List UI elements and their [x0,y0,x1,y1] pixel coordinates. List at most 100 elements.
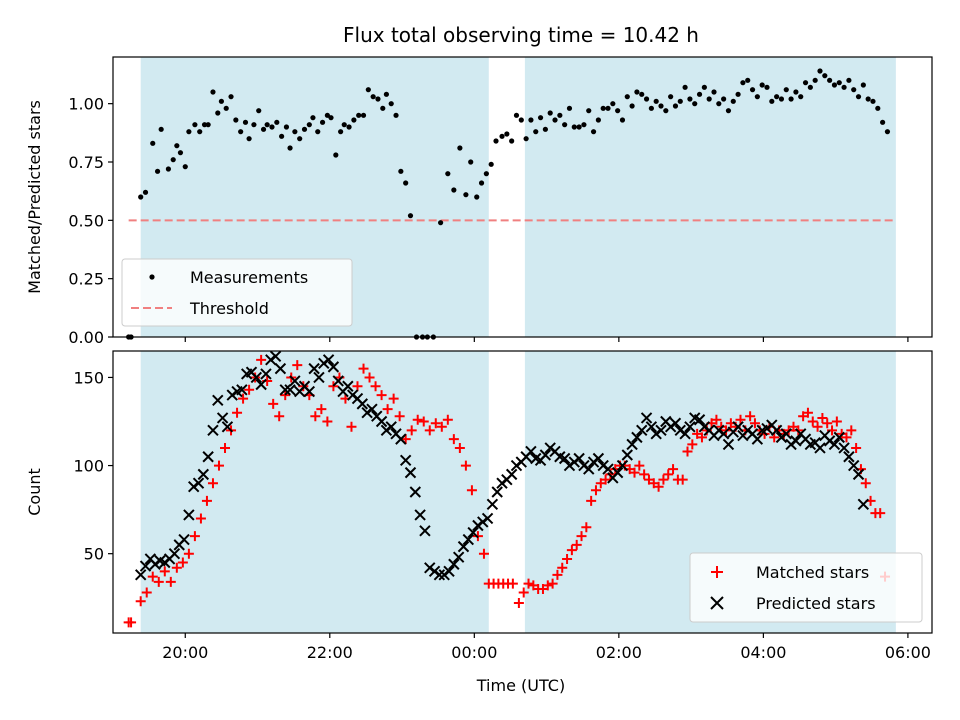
predicted-star-point [332,375,344,387]
ratio-legend: Measurements Threshold [121,258,353,327]
measurement-point [407,213,414,219]
measurement-point [547,110,553,116]
measurement-point [310,115,316,121]
measurement-point [451,187,457,193]
measurement-point [764,84,770,90]
measurement-point [769,98,775,104]
matched-star-point [677,474,688,485]
measurement-point [246,136,252,142]
count-y-axis-label: Count [25,468,44,516]
measurement-point [233,117,239,123]
measurement-point [177,150,184,156]
observing-span [140,351,489,633]
measurement-point [677,98,683,104]
measurement-point [672,103,679,109]
measurement-point [841,84,847,90]
measurement-point [445,171,451,177]
measurement-point [315,129,321,135]
predicted-star-point [313,371,325,384]
predicted-star-point [486,498,499,511]
measurement-point [624,94,630,100]
matched-star-point [860,478,871,489]
measurement-point [165,166,172,172]
predicted-star-point [303,385,316,398]
measurement-point [383,91,390,97]
measurement-point [306,122,312,128]
predicted-star-point [327,361,340,373]
matched-star-point [639,469,650,480]
matched-star-point [846,425,857,436]
measurement-point [287,145,293,151]
predicted-star-point [274,362,287,375]
measurement-point [370,94,376,100]
matched-star-point [292,360,303,371]
x-tick-label: 04:00 [740,643,786,662]
matched-star-point [346,421,357,432]
measurement-point [523,136,529,142]
measurement-point [356,112,362,118]
measurement-point [851,87,857,93]
measurement-point [528,117,534,123]
matched-star-point [460,460,471,471]
measurement-point [301,126,308,132]
predicted-star-point [212,394,224,407]
predicted-star-point [640,412,653,424]
predicted-star-point [409,486,422,498]
measurement-point [581,122,587,128]
measurement-point [822,73,828,79]
matched-star-point [171,562,182,573]
measurement-point [393,112,399,118]
matched-star-point [600,474,611,485]
measurement-point [605,105,611,111]
predicted-star-point [583,463,595,475]
matched-star-point [590,485,601,496]
measurement-point [297,136,303,142]
predicted-star-point [356,398,369,410]
x-tick-label: 20:00 [162,643,208,662]
measurement-point [778,96,785,102]
measurement-point [186,129,192,135]
legend-matched-marker [711,566,723,578]
predicted-star-point [216,412,229,424]
predicted-star-point [395,433,407,445]
measurement-point [380,105,386,111]
measurement-point [509,138,515,144]
matched-star-point [634,460,645,471]
predicted-star-point [269,350,282,362]
predicted-star-point [419,525,431,537]
measurement-point [197,129,203,135]
measurement-point [648,105,654,111]
matched-star-point [195,513,206,524]
predicted-star-point [452,551,465,563]
measurement-point [711,89,717,95]
matched-star-point [322,416,333,427]
measurement-point [292,129,298,135]
measurement-point [880,119,886,125]
measurement-point [682,84,688,90]
measurement-point [571,124,577,130]
y-tick-label: 1.00 [68,95,104,114]
matched-star-point [328,381,339,392]
measurement-point [537,115,544,121]
measurement-point [403,180,409,186]
measurement-point [663,108,669,114]
matched-star-point [220,442,231,453]
measurement-point [223,105,229,111]
predicted-star-point [790,435,802,447]
predicted-star-point [573,452,585,465]
measurement-point [836,80,842,86]
measurement-point [182,164,188,170]
matched-star-point [406,425,417,436]
matched-star-point [316,404,327,415]
predicted-star-point [631,431,643,444]
predicted-star-point [616,459,629,472]
matched-star-point [668,464,679,475]
measurement-point [846,77,852,83]
matched-star-point [812,421,823,432]
matched-star-point [207,478,218,489]
count-legend: Matched stars Predicted stars [689,552,923,623]
count-marks [123,350,891,628]
measurement-point [346,124,352,130]
predicted-star-point [592,452,605,465]
predicted-star-point [828,438,841,451]
